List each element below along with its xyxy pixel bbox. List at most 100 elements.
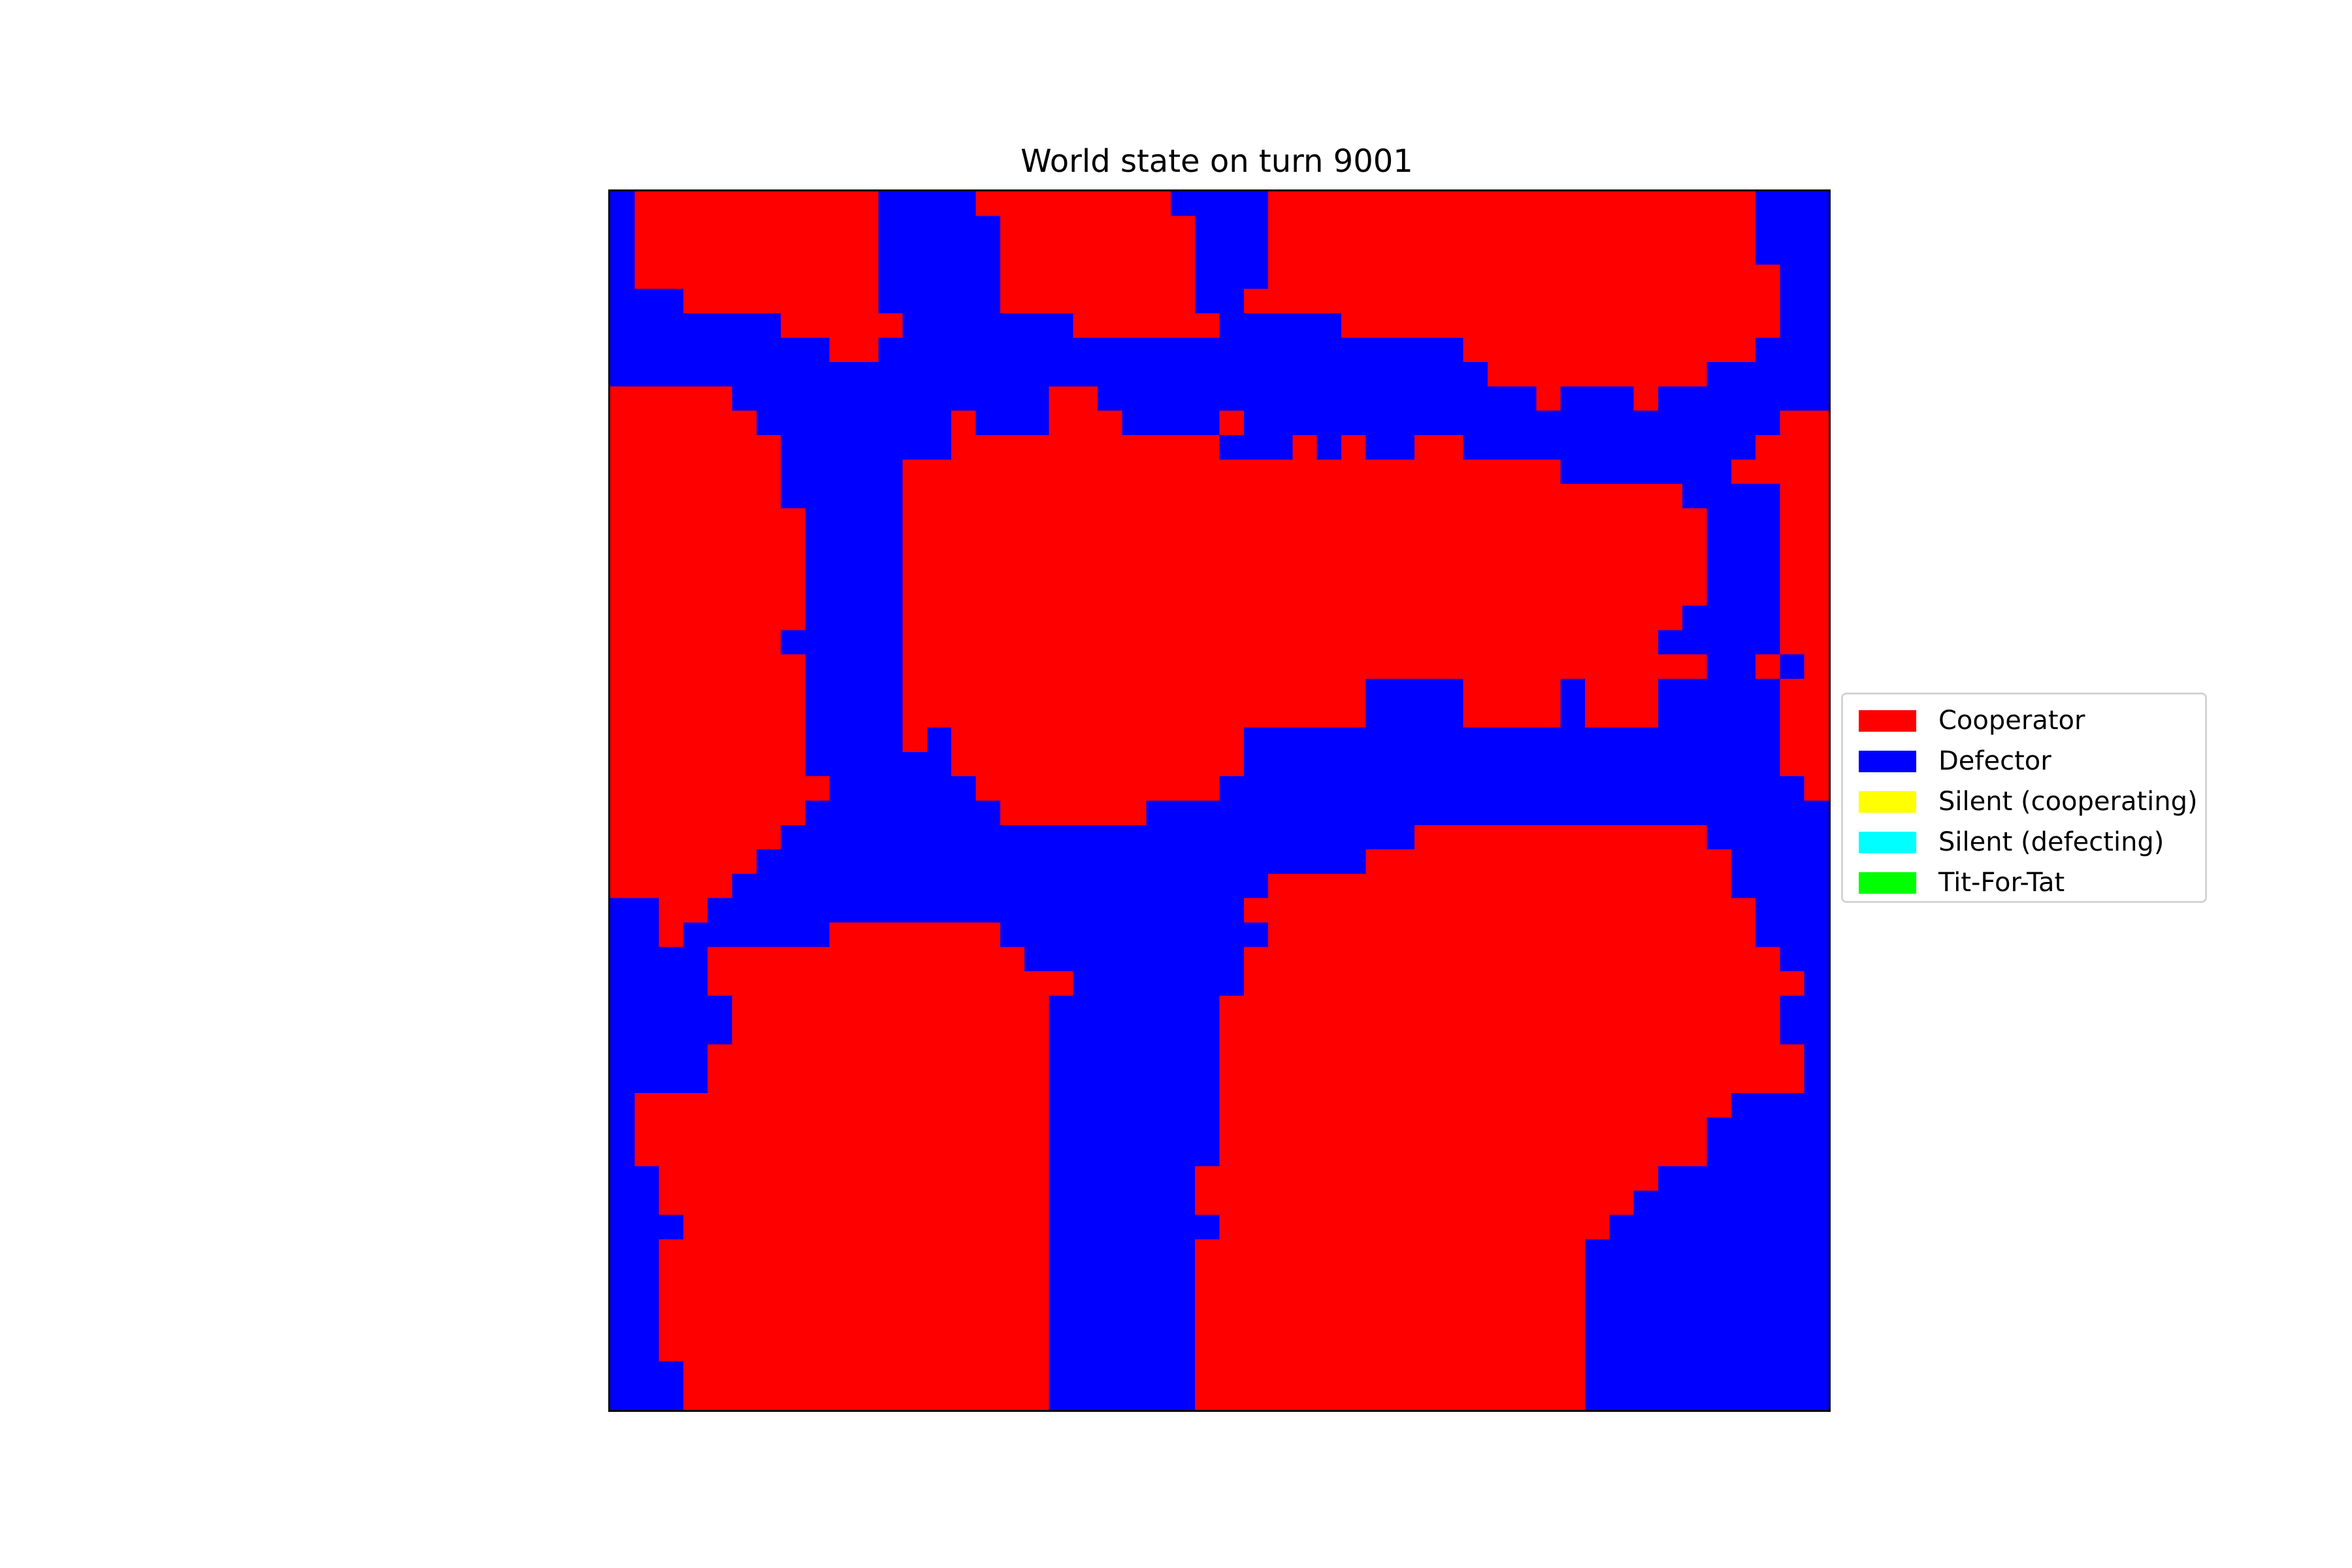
grid-cell-run	[805, 532, 903, 557]
grid-cell-run	[683, 1385, 1049, 1410]
legend-item: Silent (cooperating)	[1859, 787, 2198, 817]
grid-cell-run	[1731, 849, 1829, 874]
grid-cell-run	[805, 508, 903, 533]
grid-cell-run	[1219, 1117, 1707, 1142]
grid-cell-run	[1633, 386, 1658, 411]
grid-cell-run	[610, 362, 1488, 387]
grid-cell-run	[610, 410, 757, 435]
grid-cell-run	[975, 776, 1220, 801]
grid-cell-run	[1195, 1239, 1585, 1264]
grid-cell-run	[659, 1264, 1049, 1288]
grid-cell-run	[1195, 1361, 1585, 1386]
grid-cell-run	[732, 874, 1269, 898]
grid-cell-run	[902, 313, 1073, 338]
grid-cell-run	[610, 1044, 708, 1069]
grid-cell-run	[610, 1093, 635, 1118]
grid-cell-run	[610, 1117, 635, 1142]
grid-cell-run	[1756, 216, 1829, 240]
grid-cell-run	[1195, 240, 1269, 265]
grid-cell-run	[1195, 1312, 1585, 1337]
legend-item: Silent (defecting)	[1859, 827, 2164, 857]
grid-cell-run	[610, 1068, 708, 1094]
grid-cell-run	[610, 1361, 683, 1386]
grid-cell-run	[1049, 410, 1122, 435]
grid-cell-run	[1463, 679, 1561, 704]
grid-cell-run	[829, 776, 976, 801]
grid-cell-run	[1049, 1215, 1220, 1239]
grid-cell-run	[1195, 1264, 1585, 1288]
grid-cell-run	[1707, 508, 1780, 533]
grid-cell-run	[781, 483, 903, 508]
grid-cell-run	[610, 874, 732, 898]
grid-cell-run	[805, 727, 903, 752]
grid-cell-run	[1219, 1020, 1780, 1045]
grid-cell-run	[1219, 776, 1805, 801]
legend-item: Cooperator	[1859, 706, 2085, 736]
grid-cell-run	[902, 679, 1366, 704]
grid-cell-run	[1536, 386, 1561, 411]
grid-cell-run	[756, 849, 1366, 874]
grid-cell-run	[902, 581, 1707, 606]
grid-cell-run	[781, 459, 903, 484]
grid-cell-run	[1365, 703, 1463, 728]
grid-cell-run	[902, 606, 1683, 630]
grid-cell-run	[975, 410, 1049, 435]
grid-cell-run	[1268, 264, 1780, 289]
grid-cell-run	[683, 923, 830, 947]
grid-cell-run	[610, 1337, 659, 1362]
grid-cell-run	[1658, 703, 1780, 728]
grid-cell-run	[610, 240, 635, 265]
grid-cell-run	[610, 337, 830, 363]
grid-cell-run	[1122, 410, 1220, 435]
grid-cell-run	[1219, 410, 1244, 435]
grid-cell-run	[1049, 1093, 1220, 1118]
grid-cell-run	[1243, 971, 1805, 996]
grid-cell-run	[1682, 606, 1780, 630]
grid-cell-run	[610, 1264, 659, 1288]
grid-cell-run	[1049, 1044, 1220, 1069]
grid-cell-run	[1463, 337, 1756, 363]
grid-cell-run	[1243, 410, 1780, 435]
grid-cell-run	[1707, 1141, 1829, 1166]
grid-cell-run	[1707, 1117, 1829, 1142]
grid-cell-run	[1780, 630, 1829, 655]
grid-cell-run	[1219, 1215, 1610, 1239]
grid-cell-run	[610, 703, 806, 728]
grid-cell-run	[756, 410, 952, 435]
grid-cell-run	[1049, 1166, 1196, 1191]
grid-cell-run	[1219, 313, 1341, 338]
grid-cell-run	[659, 1312, 1049, 1337]
grid-cell-run	[1756, 337, 1829, 363]
grid-cell-run	[1780, 751, 1829, 777]
grid-cell-run	[610, 1288, 659, 1313]
world-grid-frame	[608, 189, 1831, 1412]
grid-cell-run	[708, 1044, 1049, 1069]
grid-cell-run	[1292, 435, 1317, 460]
grid-cell-run	[1243, 898, 1756, 923]
grid-cell-run	[1049, 1385, 1196, 1410]
grid-cell-run	[610, 849, 757, 874]
grid-cell-run	[1804, 1068, 1829, 1094]
grid-cell-run	[1780, 264, 1829, 289]
legend-label: Tit-For-Tat	[1938, 868, 2065, 898]
grid-cell-run	[902, 703, 1366, 728]
grid-cell-run	[1585, 1288, 1829, 1313]
grid-cell-run	[1658, 1166, 1829, 1191]
grid-cell-run	[1049, 1264, 1196, 1288]
grid-cell-run	[610, 825, 781, 850]
grid-cell-run	[1756, 923, 1829, 947]
grid-cell-run	[610, 216, 635, 240]
grid-cell-run	[610, 947, 708, 972]
grid-cell-run	[951, 435, 1220, 460]
grid-cell-run	[1780, 532, 1829, 557]
grid-cell-run	[1560, 679, 1585, 704]
grid-cell-run	[1195, 1288, 1585, 1313]
grid-cell-run	[951, 751, 1244, 777]
grid-cell-run	[1682, 483, 1780, 508]
grid-cell-run	[1707, 825, 1829, 850]
grid-cell-run	[1049, 1190, 1196, 1215]
grid-cell-run	[1804, 1044, 1829, 1069]
grid-cell-run	[732, 386, 1049, 411]
grid-cell-run	[1756, 435, 1829, 460]
grid-cell-run	[732, 995, 1049, 1021]
